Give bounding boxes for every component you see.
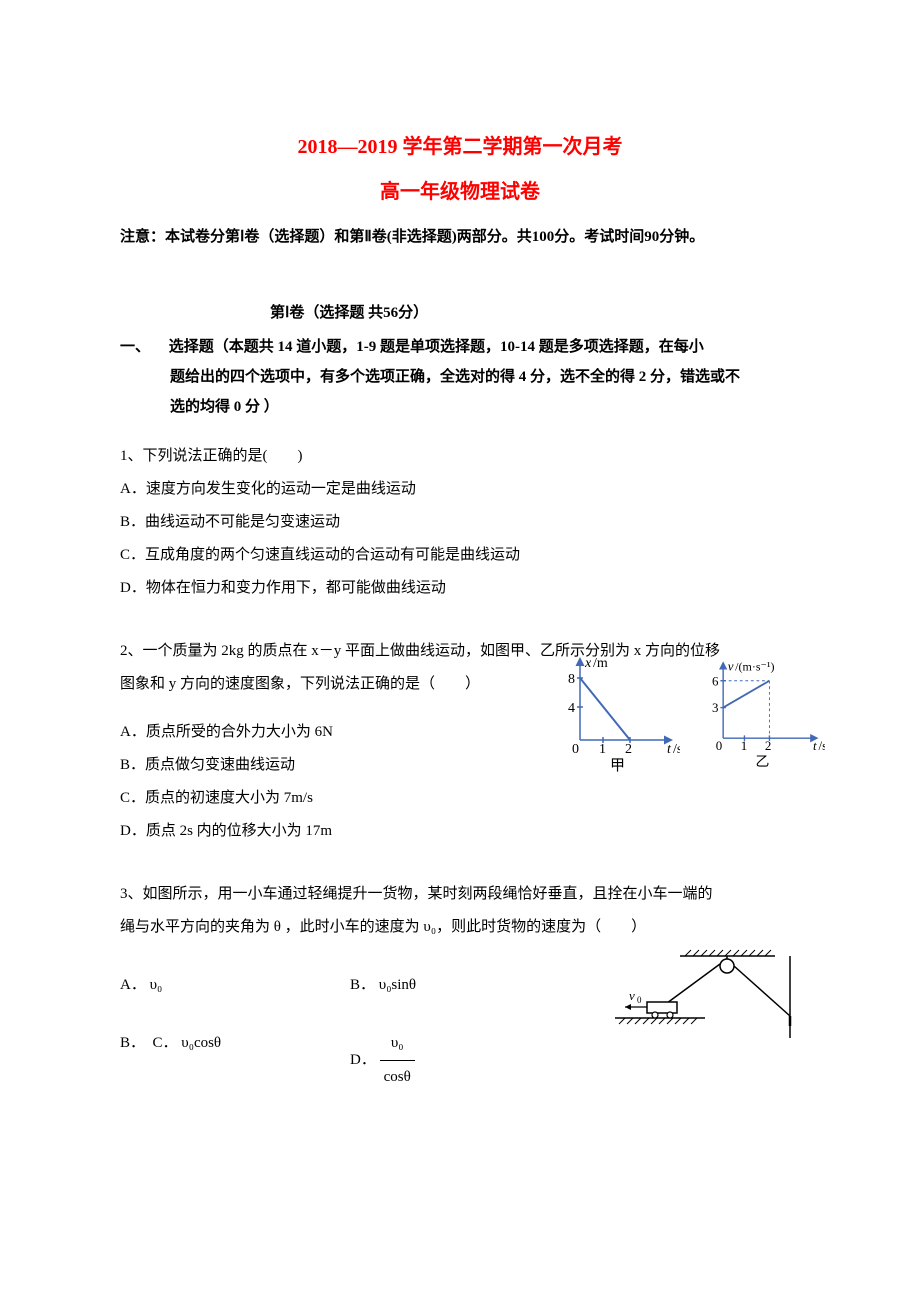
q3-option-b: B． υ₀sinθ: [350, 969, 550, 1002]
q1-option-b: B．曲线运动不可能是匀变速运动: [120, 506, 800, 539]
q3-pulley-figure: v 0: [615, 948, 815, 1048]
question-2: 2、一个质量为 2kg 的质点在 x－y 平面上做曲线运动，如图甲、乙所示分别为…: [120, 635, 800, 848]
q3-text-line1: 3、如图所示，用一小车通过轻绳提升一货物，某时刻两段绳恰好垂直，且拴在小车一端的: [120, 878, 800, 911]
q3-text-line2: 绳与水平方向的夹角为 θ ，此时小车的速度为 υ₀，则此时货物的速度为（ ）: [120, 911, 800, 944]
svg-text:1: 1: [599, 742, 606, 757]
question-3: 3、如图所示，用一小车通过轻绳提升一货物，某时刻两段绳恰好垂直，且拴在小车一端的…: [120, 878, 800, 1094]
svg-text:6: 6: [712, 673, 719, 688]
svg-text:乙: 乙: [756, 754, 770, 770]
svg-text:3: 3: [712, 700, 718, 715]
q3-option-c: B． C． υ₀cosθ: [120, 1027, 350, 1094]
svg-text:甲: 甲: [610, 758, 625, 774]
svg-text:0: 0: [637, 995, 642, 1005]
q1-option-d: D．物体在恒力和变力作用下，都可能做曲线运动: [120, 572, 800, 605]
q2-graphs-container: x /m t /s 8 4 0 1 2 甲 v /(m·s⁻¹: [555, 655, 825, 775]
svg-text:/(m·s⁻¹): /(m·s⁻¹): [735, 660, 774, 674]
section-1-header: 第Ⅰ卷（选择题 共56分）: [270, 301, 800, 322]
svg-text:8: 8: [568, 672, 575, 687]
svg-text:x: x: [584, 656, 592, 671]
svg-text:/s: /s: [673, 742, 680, 757]
q2-graph-yi: v /(m·s⁻¹) t /s 6 3 0 1 2 乙: [700, 655, 825, 775]
svg-text:2: 2: [625, 742, 632, 757]
svg-text:t: t: [813, 738, 817, 753]
q2-graph-jia: x /m t /s 8 4 0 1 2 甲: [555, 655, 680, 775]
q2-option-c: C．质点的初速度大小为 7m/s: [120, 782, 800, 815]
instructions-prefix: 一、: [120, 339, 150, 355]
svg-text:v: v: [629, 988, 635, 1003]
title-line-2: 高一年级物理试卷: [120, 175, 800, 204]
instructions-line3: 选的均得 0 分 ）: [120, 392, 800, 422]
question-1: 1、下列说法正确的是( ) A．速度方向发生变化的运动一定是曲线运动 B．曲线运…: [120, 440, 800, 605]
exam-title: 2018—2019 学年第二学期第一次月考 高一年级物理试卷: [120, 130, 800, 204]
instructions-line2: 题给出的四个选项中，有多个选项正确，全选对的得 4 分，选不全的得 2 分，错选…: [120, 362, 800, 392]
svg-text:0: 0: [716, 738, 722, 753]
section-instructions: 一、 选择题（本题共 14 道小题，1-9 题是单项选择题，10-14 题是多项…: [120, 332, 800, 422]
svg-text:t: t: [667, 742, 672, 757]
svg-text:2: 2: [765, 738, 771, 753]
svg-text:4: 4: [568, 701, 575, 716]
exam-notice: 注意：本试卷分第Ⅰ卷（选择题）和第Ⅱ卷(非选择题)两部分。共100分。考试时间9…: [120, 224, 800, 251]
q1-text: 1、下列说法正确的是( ): [120, 440, 800, 473]
q1-option-a: A．速度方向发生变化的运动一定是曲线运动: [120, 473, 800, 506]
q2-option-d: D．质点 2s 内的位移大小为 17m: [120, 815, 800, 848]
q3-option-a: A． υ₀: [120, 969, 350, 1002]
fraction-icon: υ₀ cosθ: [380, 1027, 415, 1094]
instructions-line1: 选择题（本题共 14 道小题，1-9 题是单项选择题，10-14 题是多项选择题…: [169, 339, 704, 355]
title-line-1: 2018—2019 学年第二学期第一次月考: [120, 130, 800, 159]
q1-option-c: C．互成角度的两个匀速直线运动的合运动有可能是曲线运动: [120, 539, 800, 572]
q3-option-d: D． υ₀ cosθ: [350, 1027, 550, 1094]
svg-text:/m: /m: [593, 656, 608, 671]
svg-text:v: v: [728, 659, 734, 674]
svg-text:/s: /s: [819, 738, 825, 753]
svg-text:0: 0: [572, 742, 579, 757]
